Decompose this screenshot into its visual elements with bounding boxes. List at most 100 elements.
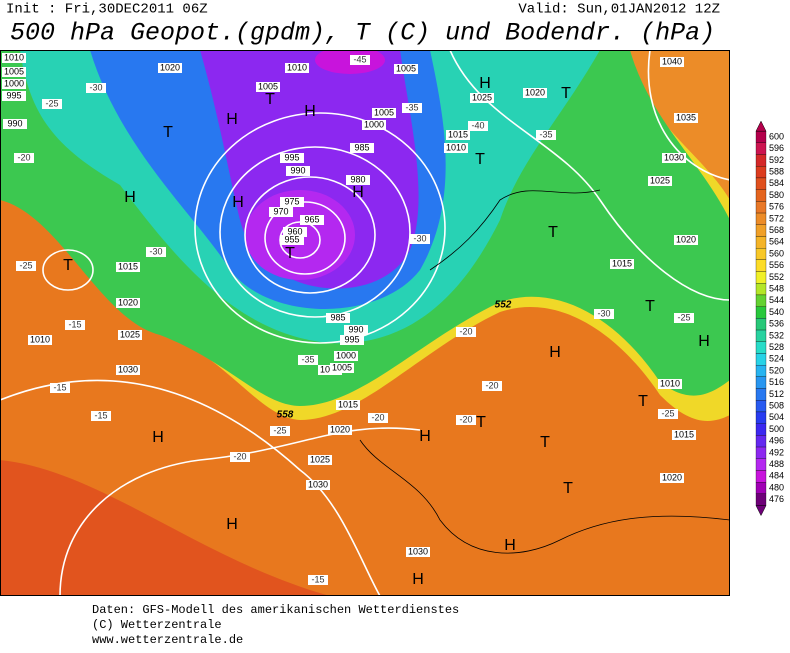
- isobar-label: 1020: [330, 424, 350, 434]
- colorbar-label: 572: [769, 213, 784, 223]
- colorbar-swatch: [755, 458, 767, 471]
- colorbar-label: 496: [769, 436, 784, 446]
- pressure-system: T: [645, 298, 655, 315]
- isobar-label: 1005: [396, 63, 416, 73]
- isobar-label: 990: [290, 165, 305, 175]
- colorbar-swatch: [755, 212, 767, 225]
- temperature-label: -30: [89, 82, 102, 92]
- isobar-label-box: [372, 108, 396, 118]
- pressure-system: T: [561, 85, 571, 102]
- colorbar-swatch: [755, 247, 767, 260]
- isobar-label: 1005: [258, 81, 278, 91]
- colorbar-swatch: [755, 271, 767, 284]
- isobar-label-box: [2, 79, 26, 89]
- temperature-label-box: [594, 309, 614, 319]
- pressure-system: H: [226, 516, 238, 533]
- isobar-label-box: [300, 215, 324, 225]
- colorbar-label: 508: [769, 400, 784, 410]
- colorbar-swatch: [755, 435, 767, 448]
- isobar-label-box: [394, 64, 418, 74]
- temperature-label: -25: [661, 408, 674, 418]
- pressure-system: T: [638, 393, 648, 410]
- colorbar-swatch: [755, 294, 767, 307]
- isobar-label-box: [362, 120, 386, 130]
- temperature-label-box: [65, 320, 85, 330]
- isobar-label-box: [280, 235, 304, 245]
- colorbar-swatch: [755, 236, 767, 249]
- isobar-label: 1025: [120, 329, 140, 339]
- colorbar-label: 512: [769, 389, 784, 399]
- temperature-label: -40: [471, 120, 484, 130]
- pressure-system: H: [549, 344, 561, 361]
- pressure-system: H: [419, 428, 431, 445]
- isobar-label-box: [2, 53, 26, 63]
- isobar-label: 970: [273, 206, 288, 216]
- pressure-system: H: [504, 537, 516, 554]
- isobar-label-box: [118, 330, 142, 340]
- isobar-label: 1030: [408, 546, 428, 556]
- colorbar-swatch: [755, 329, 767, 342]
- isobar-label-box: [346, 175, 370, 185]
- colorbar-label: 568: [769, 225, 784, 235]
- temperature-label: -35: [301, 354, 314, 364]
- colorbar-swatch: [755, 376, 767, 389]
- colorbar-label: 488: [769, 459, 784, 469]
- isobar-label: 1015: [674, 429, 694, 439]
- isobar-label: 1005: [4, 66, 24, 76]
- isobar-label-box: [334, 351, 358, 361]
- temperature-label-box: [536, 130, 556, 140]
- isobar-label: 1025: [310, 454, 330, 464]
- temperature-label: -25: [677, 312, 690, 322]
- isobar-label: 975: [284, 196, 299, 206]
- colorbar-swatch: [755, 177, 767, 190]
- isobar-label: 1000: [364, 119, 384, 129]
- isobar-label: 990: [7, 118, 22, 128]
- temperature-label: -15: [311, 574, 324, 584]
- map-frame: [0, 50, 730, 596]
- colorbar-swatch: [755, 400, 767, 413]
- temperature-label: -30: [149, 246, 162, 256]
- colorbar-label: 484: [769, 471, 784, 481]
- isobar-label-box: [326, 313, 350, 323]
- isobar-label-box: [674, 113, 698, 123]
- pressure-system: T: [285, 245, 295, 262]
- isobar-label: 1000: [4, 78, 24, 88]
- isobar-label: 1005: [374, 107, 394, 117]
- isobar-label-box: [660, 473, 684, 483]
- isobar-label: 995: [344, 334, 359, 344]
- colorbar-swatch: [755, 481, 767, 494]
- colorbar-swatch: [755, 283, 767, 296]
- isobar-label: 1005: [332, 362, 352, 372]
- isobar-label-box: [286, 166, 310, 176]
- temperature-label: -15: [53, 382, 66, 392]
- colorbar-swatch: [755, 306, 767, 319]
- colorbar-swatch: [755, 353, 767, 366]
- map-title: 500 hPa Geopot.(gpdm), T (C) und Bodendr…: [10, 19, 715, 48]
- isobar-label-box: [444, 143, 468, 153]
- pressure-system: T: [475, 151, 485, 168]
- temperature-label-box: [146, 247, 166, 257]
- isobar-label-box: [269, 207, 293, 217]
- isobar-label: 980: [350, 174, 365, 184]
- isobar-label-box: [306, 480, 330, 490]
- temperature-label: -25: [273, 425, 286, 435]
- colorbar-swatch: [755, 189, 767, 202]
- colorbar-label: 592: [769, 155, 784, 165]
- temperature-label-box: [230, 452, 250, 462]
- isobar-label: 1030: [118, 364, 138, 374]
- temperature-label-box: [298, 355, 318, 365]
- isobar-label: 995: [6, 90, 21, 100]
- pressure-system: T: [563, 480, 573, 497]
- temperature-label: -15: [68, 319, 81, 329]
- colorbar-label: 548: [769, 283, 784, 293]
- isobar-label-box: [2, 91, 26, 101]
- temperature-label: -25: [19, 260, 32, 270]
- isobar-label-box: [116, 365, 140, 375]
- isobar-label-box: [660, 57, 684, 67]
- temperature-label-box: [42, 99, 62, 109]
- isobar-label: 1025: [650, 175, 670, 185]
- isobar-label-box: [344, 325, 368, 335]
- colorbar-label: 540: [769, 307, 784, 317]
- pressure-system: T: [540, 434, 550, 451]
- temperature-label-box: [482, 381, 502, 391]
